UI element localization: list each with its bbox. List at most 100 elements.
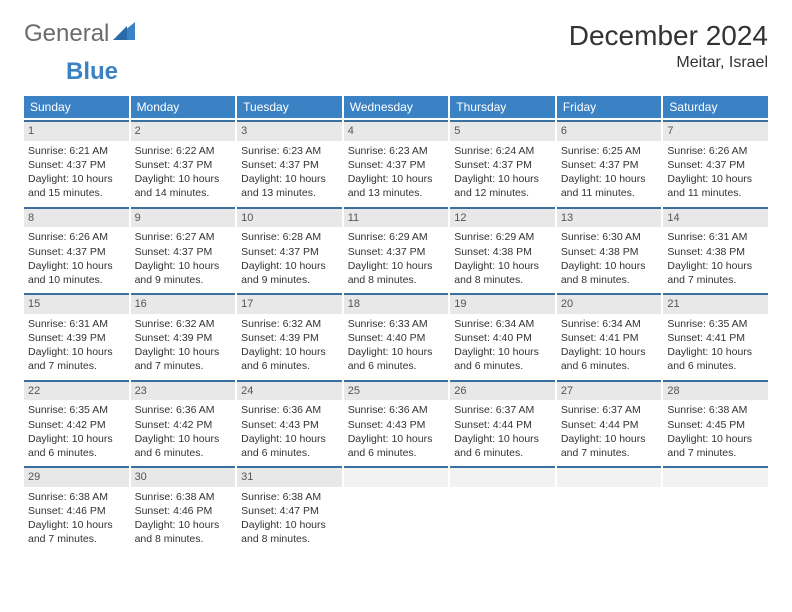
- calendar-cell: 23Sunrise: 6:36 AMSunset: 4:42 PMDayligh…: [131, 380, 236, 465]
- date-number: 21: [663, 295, 768, 314]
- cell-body: Sunrise: 6:26 AMSunset: 4:37 PMDaylight:…: [663, 141, 768, 205]
- sunset-text: Sunset: 4:37 PM: [28, 158, 125, 172]
- sunrise-text: Sunrise: 6:21 AM: [28, 144, 125, 158]
- sunset-text: Sunset: 4:37 PM: [241, 245, 338, 259]
- sunset-text: Sunset: 4:39 PM: [241, 331, 338, 345]
- daylight-text: Daylight: 10 hours and 6 minutes.: [241, 345, 338, 373]
- sunrise-text: Sunrise: 6:36 AM: [348, 403, 445, 417]
- daylight-text: Daylight: 10 hours and 15 minutes.: [28, 172, 125, 200]
- cell-body: Sunrise: 6:34 AMSunset: 4:41 PMDaylight:…: [557, 314, 662, 378]
- sunrise-text: Sunrise: 6:28 AM: [241, 230, 338, 244]
- brand-word2: Blue: [66, 58, 118, 85]
- calendar-cell: 7Sunrise: 6:26 AMSunset: 4:37 PMDaylight…: [663, 120, 768, 205]
- cell-body: Sunrise: 6:34 AMSunset: 4:40 PMDaylight:…: [450, 314, 555, 378]
- daylight-text: Daylight: 10 hours and 6 minutes.: [561, 345, 658, 373]
- sunrise-text: Sunrise: 6:35 AM: [667, 317, 764, 331]
- sunrise-text: Sunrise: 6:31 AM: [28, 317, 125, 331]
- sunrise-text: Sunrise: 6:27 AM: [135, 230, 232, 244]
- daylight-text: Daylight: 10 hours and 13 minutes.: [348, 172, 445, 200]
- calendar-cell: 5Sunrise: 6:24 AMSunset: 4:37 PMDaylight…: [450, 120, 555, 205]
- daylight-text: Daylight: 10 hours and 8 minutes.: [454, 259, 551, 287]
- sunset-text: Sunset: 4:37 PM: [348, 245, 445, 259]
- sunset-text: Sunset: 4:40 PM: [454, 331, 551, 345]
- sunset-text: Sunset: 4:43 PM: [348, 418, 445, 432]
- date-number: 30: [131, 468, 236, 487]
- calendar-cell: 10Sunrise: 6:28 AMSunset: 4:37 PMDayligh…: [237, 207, 342, 292]
- date-number: 6: [557, 122, 662, 141]
- daylight-text: Daylight: 10 hours and 8 minutes.: [135, 518, 232, 546]
- sunrise-text: Sunrise: 6:22 AM: [135, 144, 232, 158]
- calendar-cell: 13Sunrise: 6:30 AMSunset: 4:38 PMDayligh…: [557, 207, 662, 292]
- date-number: .: [663, 468, 768, 487]
- daylight-text: Daylight: 10 hours and 7 minutes.: [28, 345, 125, 373]
- sunset-text: Sunset: 4:44 PM: [561, 418, 658, 432]
- date-number: 17: [237, 295, 342, 314]
- date-number: 29: [24, 468, 129, 487]
- date-number: 14: [663, 209, 768, 228]
- calendar-cell: 1 Sunrise: 6:21 AMSunset: 4:37 PMDaylight…: [24, 120, 129, 205]
- cell-body: Sunrise: 6:36 AMSunset: 4:42 PMDaylight:…: [131, 400, 236, 464]
- date-number: 28: [663, 382, 768, 401]
- date-number: 12: [450, 209, 555, 228]
- sunset-text: Sunset: 4:43 PM: [241, 418, 338, 432]
- date-number: 18: [344, 295, 449, 314]
- day-header: Friday: [557, 96, 662, 118]
- calendar-cell: 3Sunrise: 6:23 AMSunset: 4:37 PMDaylight…: [237, 120, 342, 205]
- cell-body: Sunrise: 6:32 AMSunset: 4:39 PMDaylight:…: [237, 314, 342, 378]
- sunset-text: Sunset: 4:46 PM: [28, 504, 125, 518]
- sunrise-text: Sunrise: 6:38 AM: [241, 490, 338, 504]
- sunrise-text: Sunrise: 6:32 AM: [135, 317, 232, 331]
- sunrise-text: Sunrise: 6:23 AM: [241, 144, 338, 158]
- sunset-text: Sunset: 4:42 PM: [135, 418, 232, 432]
- sunrise-text: Sunrise: 6:26 AM: [28, 230, 125, 244]
- cell-body: Sunrise: 6:32 AMSunset: 4:39 PMDaylight:…: [131, 314, 236, 378]
- daylight-text: Daylight: 10 hours and 6 minutes.: [348, 345, 445, 373]
- cell-body: Sunrise: 6:29 AMSunset: 4:38 PMDaylight:…: [450, 227, 555, 291]
- daylight-text: Daylight: 10 hours and 8 minutes.: [348, 259, 445, 287]
- cell-body: Sunrise: 6:35 AMSunset: 4:42 PMDaylight:…: [24, 400, 129, 464]
- calendar-cell: 17Sunrise: 6:32 AMSunset: 4:39 PMDayligh…: [237, 293, 342, 378]
- day-header: Monday: [131, 96, 236, 118]
- date-number: 7: [663, 122, 768, 141]
- daylight-text: Daylight: 10 hours and 8 minutes.: [241, 518, 338, 546]
- date-number: 27: [557, 382, 662, 401]
- daylight-text: Daylight: 10 hours and 12 minutes.: [454, 172, 551, 200]
- daylight-text: Daylight: 10 hours and 6 minutes.: [454, 432, 551, 460]
- sunrise-text: Sunrise: 6:38 AM: [28, 490, 125, 504]
- sunrise-text: Sunrise: 6:25 AM: [561, 144, 658, 158]
- daylight-text: Daylight: 10 hours and 7 minutes.: [28, 518, 125, 546]
- cell-body: Sunrise: 6:23 AMSunset: 4:37 PMDaylight:…: [344, 141, 449, 205]
- daylight-text: Daylight: 10 hours and 11 minutes.: [561, 172, 658, 200]
- sunrise-text: Sunrise: 6:26 AM: [667, 144, 764, 158]
- sunset-text: Sunset: 4:44 PM: [454, 418, 551, 432]
- calendar-cell: 27Sunrise: 6:37 AMSunset: 4:44 PMDayligh…: [557, 380, 662, 465]
- calendar-cell: 9Sunrise: 6:27 AMSunset: 4:37 PMDaylight…: [131, 207, 236, 292]
- calendar-cell: 28Sunrise: 6:38 AMSunset: 4:45 PMDayligh…: [663, 380, 768, 465]
- date-number: 24: [237, 382, 342, 401]
- daylight-text: Daylight: 10 hours and 10 minutes.: [28, 259, 125, 287]
- sunrise-text: Sunrise: 6:37 AM: [561, 403, 658, 417]
- date-number: 10: [237, 209, 342, 228]
- cell-body: Sunrise: 6:36 AMSunset: 4:43 PMDaylight:…: [344, 400, 449, 464]
- date-number: .: [344, 468, 449, 487]
- cell-body: Sunrise: 6:26 AMSunset: 4:37 PMDaylight:…: [24, 227, 129, 291]
- calendar-cell: 22Sunrise: 6:35 AMSunset: 4:42 PMDayligh…: [24, 380, 129, 465]
- calendar-cell: 11Sunrise: 6:29 AMSunset: 4:37 PMDayligh…: [344, 207, 449, 292]
- date-number: 5: [450, 122, 555, 141]
- date-number: 9: [131, 209, 236, 228]
- calendar-cell: 26Sunrise: 6:37 AMSunset: 4:44 PMDayligh…: [450, 380, 555, 465]
- sunset-text: Sunset: 4:38 PM: [667, 245, 764, 259]
- sunrise-text: Sunrise: 6:29 AM: [454, 230, 551, 244]
- calendar-cell: 24Sunrise: 6:36 AMSunset: 4:43 PMDayligh…: [237, 380, 342, 465]
- calendar-cell: 18Sunrise: 6:33 AMSunset: 4:40 PMDayligh…: [344, 293, 449, 378]
- cell-body: Sunrise: 6:29 AMSunset: 4:37 PMDaylight:…: [344, 227, 449, 291]
- cell-body: Sunrise: 6:37 AMSunset: 4:44 PMDaylight:…: [557, 400, 662, 464]
- title-block: December 2024 Meitar, Israel: [569, 20, 768, 72]
- date-number: 20: [557, 295, 662, 314]
- sail-icon: [113, 22, 135, 40]
- calendar-cell: 19Sunrise: 6:34 AMSunset: 4:40 PMDayligh…: [450, 293, 555, 378]
- sunset-text: Sunset: 4:37 PM: [561, 158, 658, 172]
- date-number: 1: [24, 122, 129, 141]
- calendar-cell: 4Sunrise: 6:23 AMSunset: 4:37 PMDaylight…: [344, 120, 449, 205]
- calendar-cell: 30Sunrise: 6:38 AMSunset: 4:46 PMDayligh…: [131, 466, 236, 551]
